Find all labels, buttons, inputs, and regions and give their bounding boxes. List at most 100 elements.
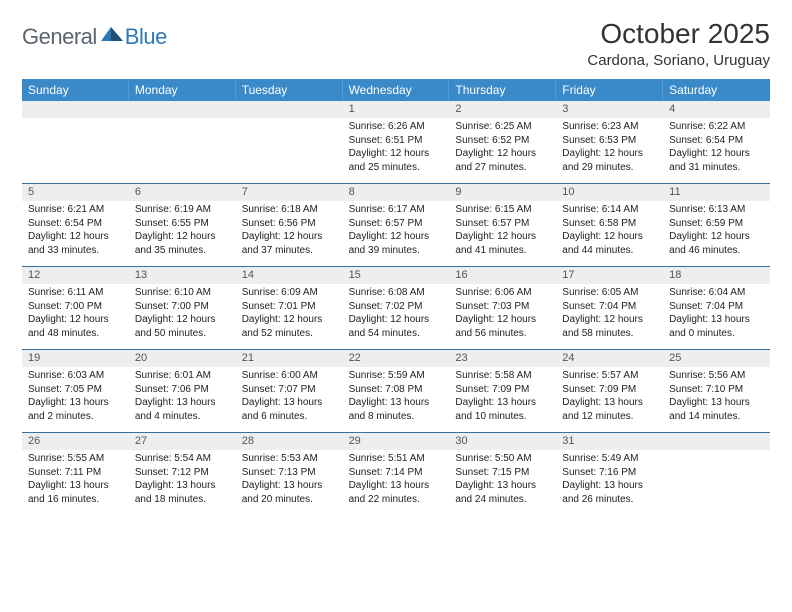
day-line: Sunset: 6:54 PM — [28, 217, 123, 231]
day-line: Daylight: 13 hours — [669, 396, 764, 410]
day-number: 5 — [22, 184, 129, 201]
day-line: Sunset: 6:57 PM — [455, 217, 550, 231]
day-cell: 13Sunrise: 6:10 AMSunset: 7:00 PMDayligh… — [129, 267, 236, 349]
day-number: 13 — [129, 267, 236, 284]
day-body: Sunrise: 6:03 AMSunset: 7:05 PMDaylight:… — [22, 367, 129, 427]
day-line: Sunrise: 6:09 AM — [242, 286, 337, 300]
day-body — [663, 450, 770, 456]
header: General Blue October 2025 Cardona, Soria… — [22, 18, 770, 69]
day-number: 19 — [22, 350, 129, 367]
day-cell: 20Sunrise: 6:01 AMSunset: 7:06 PMDayligh… — [129, 350, 236, 432]
day-line: Sunrise: 5:55 AM — [28, 452, 123, 466]
day-line: Sunrise: 5:50 AM — [455, 452, 550, 466]
day-line: Daylight: 13 hours — [669, 313, 764, 327]
day-number: 22 — [343, 350, 450, 367]
day-line: Daylight: 12 hours — [455, 147, 550, 161]
day-line: and 31 minutes. — [669, 161, 764, 175]
logo: General Blue — [22, 18, 167, 50]
weekday-header: Saturday — [663, 79, 770, 101]
day-line: Daylight: 12 hours — [242, 230, 337, 244]
day-number: 10 — [556, 184, 663, 201]
day-line: Sunrise: 6:26 AM — [349, 120, 444, 134]
day-line: Sunrise: 6:22 AM — [669, 120, 764, 134]
day-line: Sunrise: 5:53 AM — [242, 452, 337, 466]
day-line: Sunrise: 6:01 AM — [135, 369, 230, 383]
day-line: and 35 minutes. — [135, 244, 230, 258]
day-line: and 10 minutes. — [455, 410, 550, 424]
day-line: Sunrise: 6:19 AM — [135, 203, 230, 217]
day-line: and 56 minutes. — [455, 327, 550, 341]
weekday-header: Monday — [129, 79, 236, 101]
day-line: Sunrise: 6:08 AM — [349, 286, 444, 300]
day-line: Daylight: 12 hours — [455, 313, 550, 327]
day-line: Sunset: 7:12 PM — [135, 466, 230, 480]
day-number: 20 — [129, 350, 236, 367]
day-line: Sunset: 7:01 PM — [242, 300, 337, 314]
day-line: Sunrise: 6:18 AM — [242, 203, 337, 217]
day-number — [22, 101, 129, 118]
calendar: SundayMondayTuesdayWednesdayThursdayFrid… — [22, 79, 770, 515]
day-line: Sunrise: 5:56 AM — [669, 369, 764, 383]
day-cell: 26Sunrise: 5:55 AMSunset: 7:11 PMDayligh… — [22, 433, 129, 515]
day-line: Sunset: 7:09 PM — [455, 383, 550, 397]
day-line: Daylight: 13 hours — [135, 479, 230, 493]
day-line: Daylight: 12 hours — [562, 230, 657, 244]
title-block: October 2025 Cardona, Soriano, Uruguay — [587, 18, 770, 69]
day-body: Sunrise: 6:22 AMSunset: 6:54 PMDaylight:… — [663, 118, 770, 178]
day-body: Sunrise: 6:15 AMSunset: 6:57 PMDaylight:… — [449, 201, 556, 261]
day-number: 6 — [129, 184, 236, 201]
day-body: Sunrise: 6:06 AMSunset: 7:03 PMDaylight:… — [449, 284, 556, 344]
day-body: Sunrise: 6:18 AMSunset: 6:56 PMDaylight:… — [236, 201, 343, 261]
day-line: and 54 minutes. — [349, 327, 444, 341]
day-line: and 16 minutes. — [28, 493, 123, 507]
day-cell: 4Sunrise: 6:22 AMSunset: 6:54 PMDaylight… — [663, 101, 770, 183]
day-line: Sunset: 7:11 PM — [28, 466, 123, 480]
day-line: Sunrise: 6:10 AM — [135, 286, 230, 300]
day-body: Sunrise: 6:13 AMSunset: 6:59 PMDaylight:… — [663, 201, 770, 261]
day-body: Sunrise: 5:49 AMSunset: 7:16 PMDaylight:… — [556, 450, 663, 510]
day-line: and 33 minutes. — [28, 244, 123, 258]
day-line: Daylight: 12 hours — [455, 230, 550, 244]
day-line: Sunset: 7:06 PM — [135, 383, 230, 397]
day-cell: 23Sunrise: 5:58 AMSunset: 7:09 PMDayligh… — [449, 350, 556, 432]
day-line: Sunrise: 5:57 AM — [562, 369, 657, 383]
day-line: and 24 minutes. — [455, 493, 550, 507]
day-cell: 27Sunrise: 5:54 AMSunset: 7:12 PMDayligh… — [129, 433, 236, 515]
day-line: and 41 minutes. — [455, 244, 550, 258]
day-line: and 52 minutes. — [242, 327, 337, 341]
day-number: 31 — [556, 433, 663, 450]
day-line: and 20 minutes. — [242, 493, 337, 507]
day-line: Daylight: 12 hours — [669, 147, 764, 161]
day-number: 4 — [663, 101, 770, 118]
day-body: Sunrise: 5:50 AMSunset: 7:15 PMDaylight:… — [449, 450, 556, 510]
day-line: Sunrise: 6:04 AM — [669, 286, 764, 300]
day-line: and 27 minutes. — [455, 161, 550, 175]
day-body: Sunrise: 6:01 AMSunset: 7:06 PMDaylight:… — [129, 367, 236, 427]
day-body: Sunrise: 6:04 AMSunset: 7:04 PMDaylight:… — [663, 284, 770, 344]
day-number: 29 — [343, 433, 450, 450]
day-line: and 14 minutes. — [669, 410, 764, 424]
day-cell: 30Sunrise: 5:50 AMSunset: 7:15 PMDayligh… — [449, 433, 556, 515]
day-body: Sunrise: 5:55 AMSunset: 7:11 PMDaylight:… — [22, 450, 129, 510]
day-cell: 5Sunrise: 6:21 AMSunset: 6:54 PMDaylight… — [22, 184, 129, 266]
weekday-header: Wednesday — [343, 79, 450, 101]
day-line: Daylight: 13 hours — [349, 396, 444, 410]
day-cell — [22, 101, 129, 183]
day-line: Sunset: 7:04 PM — [562, 300, 657, 314]
weekday-header: Sunday — [22, 79, 129, 101]
day-line: Sunset: 6:59 PM — [669, 217, 764, 231]
day-line: and 46 minutes. — [669, 244, 764, 258]
day-number — [129, 101, 236, 118]
day-line: Sunset: 6:56 PM — [242, 217, 337, 231]
day-number: 26 — [22, 433, 129, 450]
day-line: Sunset: 7:13 PM — [242, 466, 337, 480]
day-number: 2 — [449, 101, 556, 118]
day-line: Daylight: 13 hours — [242, 396, 337, 410]
week-row: 5Sunrise: 6:21 AMSunset: 6:54 PMDaylight… — [22, 183, 770, 266]
day-line: Sunrise: 5:51 AM — [349, 452, 444, 466]
day-body: Sunrise: 6:21 AMSunset: 6:54 PMDaylight:… — [22, 201, 129, 261]
weekday-header: Thursday — [449, 79, 556, 101]
location: Cardona, Soriano, Uruguay — [587, 52, 770, 69]
day-line: Sunrise: 5:54 AM — [135, 452, 230, 466]
day-body: Sunrise: 6:19 AMSunset: 6:55 PMDaylight:… — [129, 201, 236, 261]
